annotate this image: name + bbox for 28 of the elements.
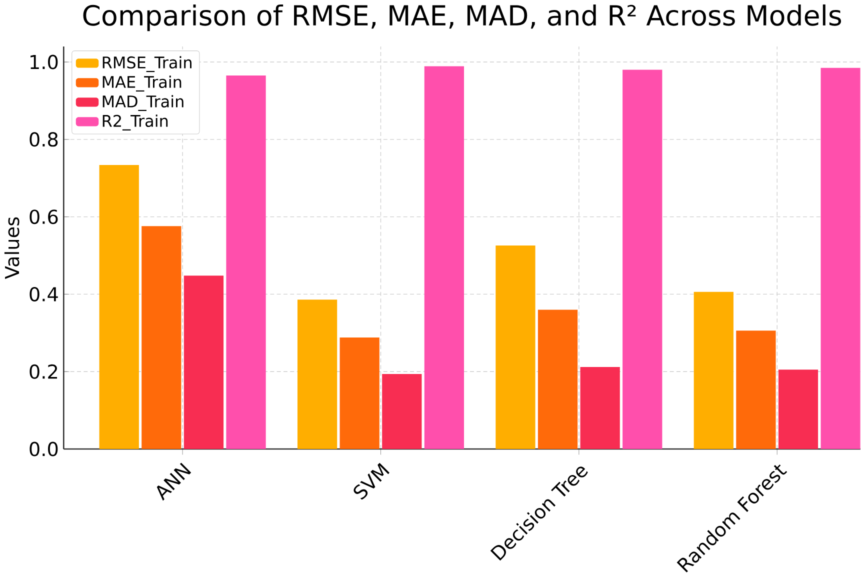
bar: [424, 66, 464, 449]
bar: [694, 292, 734, 449]
bar: [184, 276, 224, 449]
legend-label: R2_Train: [102, 114, 168, 130]
bar: [622, 70, 662, 449]
bar: [778, 370, 818, 449]
bar: [382, 374, 422, 449]
bar: [297, 300, 338, 449]
legend-label: RMSE_Train: [102, 56, 192, 72]
y-tick-label: 0.0: [30, 442, 58, 456]
legend-label: MAE_Train: [102, 76, 182, 92]
bar: [99, 164, 139, 449]
y-tick-label: 0.6: [30, 209, 58, 224]
bar: [496, 245, 536, 449]
bar: [580, 366, 620, 449]
y-tick-label: 0.2: [30, 364, 58, 379]
bar: [538, 310, 578, 449]
bar: [340, 337, 380, 449]
y-tick-label: 0.4: [30, 286, 58, 302]
y-tick-label: 0.8: [30, 132, 58, 147]
y-axis-title: Values: [4, 217, 20, 279]
bar: [226, 75, 266, 449]
bar: [820, 68, 860, 449]
y-tick-label: 1.0: [30, 54, 58, 70]
bar: [142, 226, 182, 449]
bar: [736, 330, 776, 449]
chart-title: Comparison of RMSE, MAE, MAD, and R² Across Models: [83, 4, 842, 32]
legend-label: MAD_Train: [102, 94, 184, 111]
